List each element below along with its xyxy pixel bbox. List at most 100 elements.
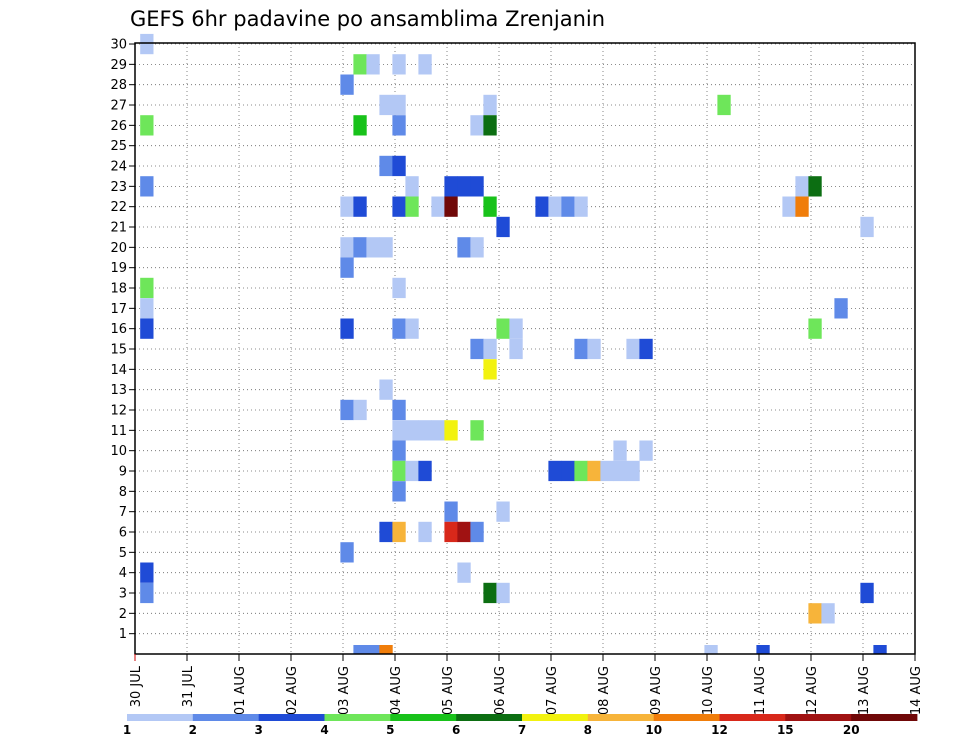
precip-cell	[808, 176, 822, 197]
precip-cell	[379, 645, 393, 654]
colorbar-swatch	[522, 714, 589, 721]
precip-cell	[483, 338, 497, 360]
precip-cell	[509, 318, 523, 339]
precip-cell	[470, 115, 484, 136]
precip-cell	[340, 542, 354, 563]
y-tick-label: 25	[110, 139, 127, 154]
y-tick-label: 15	[110, 343, 127, 358]
chart-title: GEFS 6hr padavine po ansamblima Zrenjani…	[130, 7, 605, 31]
y-tick-label: 28	[110, 78, 127, 93]
colorbar-swatch	[851, 714, 918, 721]
y-tick-label: 16	[110, 322, 127, 337]
colorbar-label: 7	[518, 723, 526, 737]
precip-cell	[444, 176, 458, 197]
y-tick-label: 5	[119, 546, 127, 561]
precip-cell	[392, 420, 406, 441]
colorbar-label: 2	[189, 723, 197, 737]
precip-cell	[574, 460, 588, 482]
precip-cell	[392, 318, 406, 339]
colorbar-swatch	[785, 714, 852, 721]
x-tick-label: 31 JUL	[181, 665, 196, 707]
y-tick-label: 3	[119, 587, 127, 602]
x-tick-label: 14 AUG	[909, 666, 924, 715]
precip-cell	[496, 216, 510, 238]
precip-cell	[717, 94, 731, 116]
precip-cell	[626, 338, 640, 360]
precip-cell	[613, 460, 627, 482]
precip-cell	[353, 645, 367, 654]
precip-cell	[860, 216, 874, 238]
colorbar-swatch	[324, 714, 391, 721]
precip-cell	[379, 155, 393, 177]
colorbar-label: 10	[645, 723, 662, 737]
precip-cell	[392, 521, 406, 543]
precip-cell	[548, 460, 562, 482]
precip-cell	[418, 54, 432, 75]
precip-cell	[379, 379, 393, 400]
precip-cell	[140, 298, 154, 319]
precip-cell	[140, 582, 154, 604]
precip-cell	[535, 196, 549, 217]
precip-cell	[140, 176, 154, 197]
y-axis: 1234567891011121314151617181920212223242…	[110, 38, 135, 642]
x-axis: 30 JUL 31 JUL 01 AUG 02 AUG 03 AUG 04 AUG 05 A…	[129, 654, 924, 715]
precip-cell	[457, 176, 471, 197]
precip-cell	[140, 33, 154, 55]
precip-cell	[457, 562, 471, 583]
y-tick-label: 4	[119, 566, 127, 581]
precip-cell	[496, 582, 510, 604]
y-tick-label: 20	[110, 241, 127, 256]
y-tick-label: 23	[110, 180, 127, 195]
precip-cell	[860, 582, 874, 604]
colorbar-swatch	[653, 714, 720, 721]
plot-frame	[134, 42, 916, 655]
precip-cell	[587, 460, 601, 482]
precip-cell	[392, 440, 406, 461]
precip-cell	[418, 460, 432, 482]
precip-cell	[470, 176, 484, 197]
precip-cell	[140, 277, 154, 299]
x-tick-label: 01 AUG	[233, 666, 248, 715]
precip-cell	[470, 338, 484, 360]
x-tick-label: 12 AUG	[805, 666, 820, 715]
colorbar-label: 8	[584, 723, 592, 737]
colorbar-label: 5	[386, 723, 394, 737]
y-tick-label: 18	[110, 282, 127, 297]
y-tick-label: 14	[110, 363, 127, 378]
colorbar-label: 4	[320, 723, 328, 737]
precip-cell	[587, 338, 601, 360]
precip-cell	[470, 521, 484, 543]
colorbar-label: 20	[843, 723, 860, 737]
precip-cell	[561, 196, 575, 217]
precip-cell	[392, 277, 406, 299]
precip-cell	[626, 460, 640, 482]
precip-cell	[405, 196, 419, 217]
precip-cell	[431, 420, 445, 441]
precip-cell	[470, 420, 484, 441]
y-tick-label: 10	[110, 444, 127, 459]
precip-cell	[366, 237, 380, 258]
precip-cell	[353, 399, 367, 421]
y-tick-label: 22	[110, 200, 127, 215]
x-tick-label: 13 AUG	[857, 666, 872, 715]
colorbar-legend: 1 2 3 4 5 6 7 8 10 12 15 20	[123, 714, 918, 737]
colorbar-swatch	[127, 714, 194, 721]
precip-cell	[509, 338, 523, 360]
y-tick-label: 2	[119, 607, 127, 622]
precip-cell	[496, 318, 510, 339]
precip-cell	[873, 645, 887, 654]
precip-cell	[392, 54, 406, 75]
precip-cell	[548, 196, 562, 217]
precip-cell	[140, 562, 154, 583]
colorbar-swatch	[456, 714, 523, 721]
x-tick-label: 30 JUL	[129, 665, 144, 707]
precip-cell	[574, 338, 588, 360]
precip-cell	[561, 460, 575, 482]
y-tick-label: 1	[119, 627, 127, 642]
y-tick-label: 6	[119, 526, 127, 541]
precip-cell	[470, 237, 484, 258]
precip-cell	[405, 176, 419, 197]
precip-cell	[392, 94, 406, 116]
y-tick-label: 13	[110, 383, 127, 398]
precip-cell	[379, 237, 393, 258]
